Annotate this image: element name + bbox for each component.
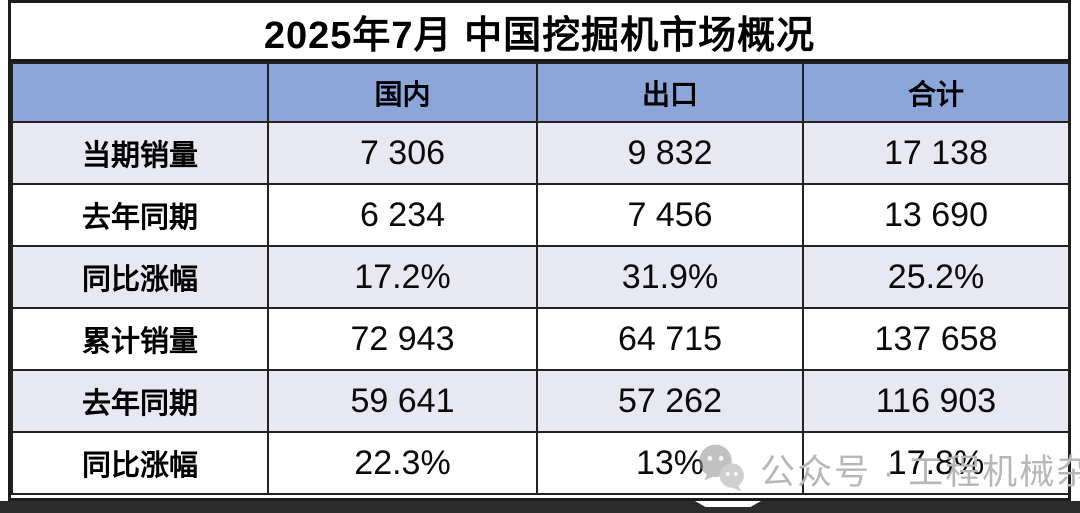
cell-value: 17.8%	[802, 431, 1070, 495]
table-row: 同比涨幅 17.2% 31.9% 25.2%	[11, 245, 1070, 309]
cell-value: 72 943	[267, 307, 538, 371]
cell-value: 59 641	[267, 369, 538, 433]
cell-value: 7 456	[536, 183, 804, 247]
table-row: 累计销量 72 943 64 715 137 658	[11, 307, 1070, 371]
row-label: 去年同期	[11, 183, 269, 247]
table-row: 同比涨幅 22.3% 13% 17.8%	[11, 431, 1070, 495]
header-cell-domestic: 国内	[267, 62, 538, 123]
cell-value: 7 306	[267, 121, 538, 185]
row-label: 同比涨幅	[11, 245, 269, 309]
cell-value: 137 658	[802, 307, 1070, 371]
cell-value: 64 715	[536, 307, 804, 371]
header-cell-total: 合计	[802, 62, 1070, 123]
bottom-border-bar	[0, 501, 1080, 513]
cell-value: 22.3%	[267, 431, 538, 495]
cell-value: 25.2%	[802, 245, 1070, 309]
header-cell-blank	[11, 62, 269, 123]
cell-value: 116 903	[802, 369, 1070, 433]
table-row: 去年同期 59 641 57 262 116 903	[11, 369, 1070, 433]
table-row: 当期销量 7 306 9 832 17 138	[11, 121, 1070, 185]
row-label: 累计销量	[11, 307, 269, 371]
table-header-row: 国内 出口 合计	[11, 62, 1070, 123]
cell-value: 13 690	[802, 183, 1070, 247]
row-label: 当期销量	[11, 121, 269, 185]
row-label: 去年同期	[11, 369, 269, 433]
row-label: 同比涨幅	[11, 431, 269, 495]
page-title: 2025年7月 中国挖掘机市场概况	[11, 3, 1068, 62]
header-cell-export: 出口	[536, 62, 804, 123]
table-row: 去年同期 6 234 7 456 13 690	[11, 183, 1070, 247]
cell-value: 6 234	[267, 183, 538, 247]
bottom-bar-notch	[695, 501, 761, 507]
cell-value: 31.9%	[536, 245, 804, 309]
table-frame: 2025年7月 中国挖掘机市场概况 国内 出口 合计 当期销量 7 306 9 …	[8, 0, 1071, 501]
market-table: 国内 出口 合计 当期销量 7 306 9 832 17 138 去年同期 6 …	[11, 62, 1070, 495]
cell-value: 13%	[536, 431, 804, 495]
cell-value: 17.2%	[267, 245, 538, 309]
cell-value: 17 138	[802, 121, 1070, 185]
cell-value: 9 832	[536, 121, 804, 185]
cell-value: 57 262	[536, 369, 804, 433]
